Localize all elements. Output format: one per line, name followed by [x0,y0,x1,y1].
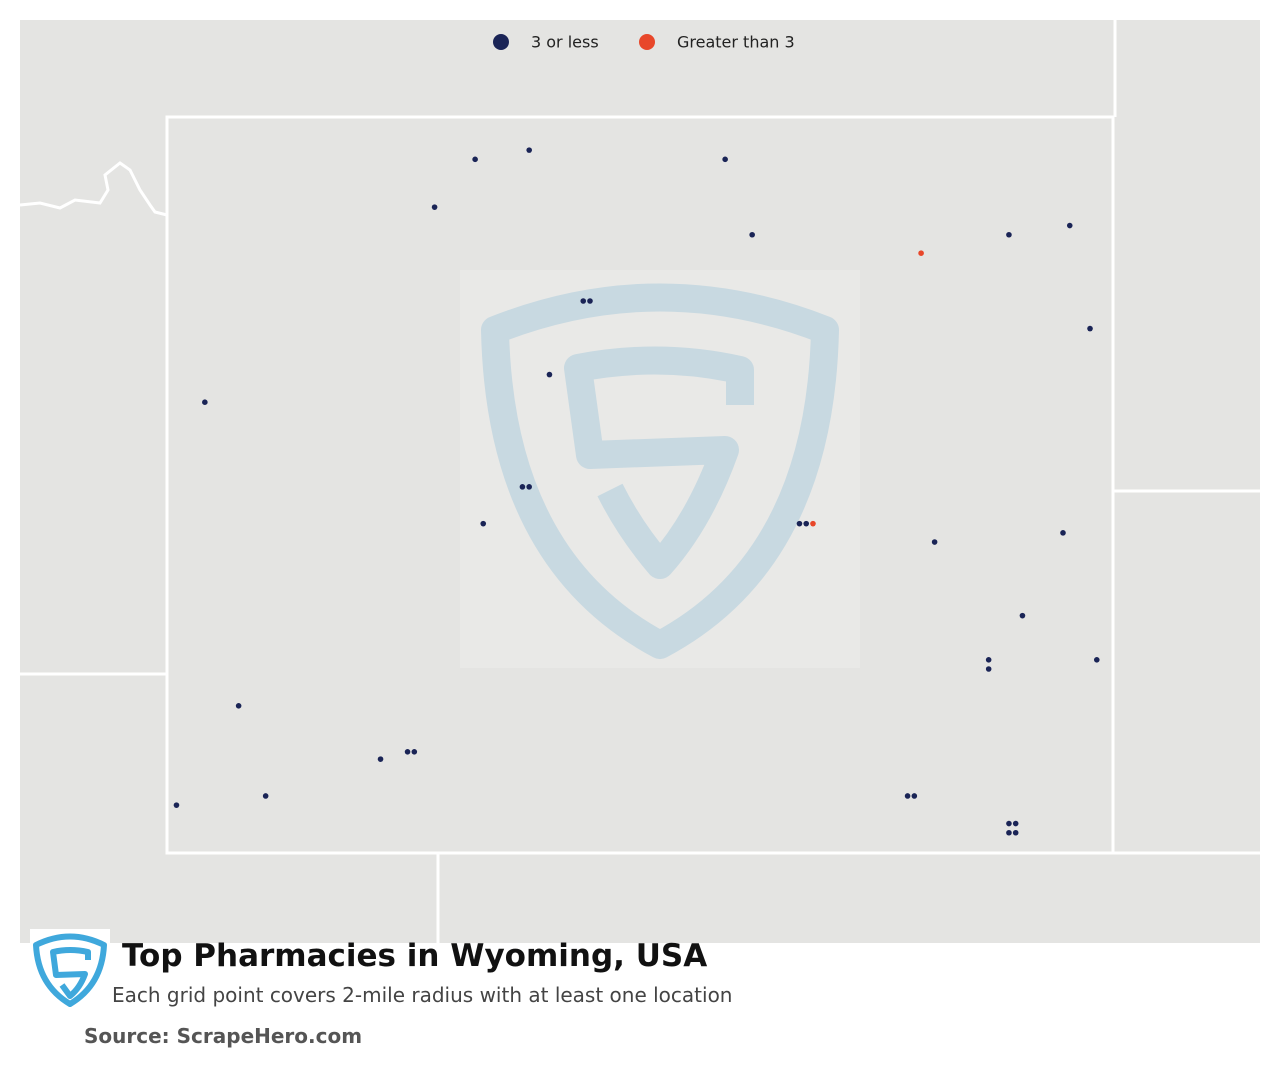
location-point [431,204,438,210]
subtitle: Each grid point covers 2-mile radius wit… [112,983,733,1007]
location-point [404,749,411,755]
legend-swatch [493,34,509,50]
location-point [904,793,911,799]
location-point [526,484,532,490]
location-point [1066,222,1073,229]
legend-swatch [639,34,655,50]
title: Top Pharmacies in Wyoming, USA [122,938,708,974]
location-point [202,399,208,406]
location-point [1006,231,1012,238]
location-point [173,802,180,808]
location-point [985,666,992,672]
location-point [262,793,269,799]
footer-logo [33,933,107,1007]
location-point [911,793,918,799]
location-point [985,657,992,663]
location-point [1012,820,1019,827]
location-point [580,298,587,304]
location-point [1006,829,1012,836]
location-point [1012,829,1019,836]
points [173,147,1100,836]
location-point [722,156,728,163]
legend: 3 or less Greater than 3 [493,33,795,52]
location-point [1093,657,1100,663]
location-point [810,520,816,527]
location-point [526,147,532,153]
location-point [235,703,242,709]
location-point [1006,820,1012,827]
location-point [931,539,938,545]
location-point [377,756,384,762]
location-point [803,520,810,527]
source: Source: ScrapeHero.com [84,1024,363,1048]
location-point [546,371,553,378]
location-point [918,250,924,256]
location-point [587,298,593,304]
location-point [1087,325,1093,332]
location-point [749,231,755,238]
location-point [1019,612,1026,619]
location-point [519,484,526,490]
location-point [411,749,418,755]
watermark-logo [481,283,839,659]
location-point [796,520,803,527]
location-point [472,156,478,163]
legend-label: Greater than 3 [677,33,795,52]
location-point [480,520,487,527]
location-point [1060,530,1066,536]
state-borders [19,20,1260,943]
legend-label: 3 or less [531,33,599,52]
